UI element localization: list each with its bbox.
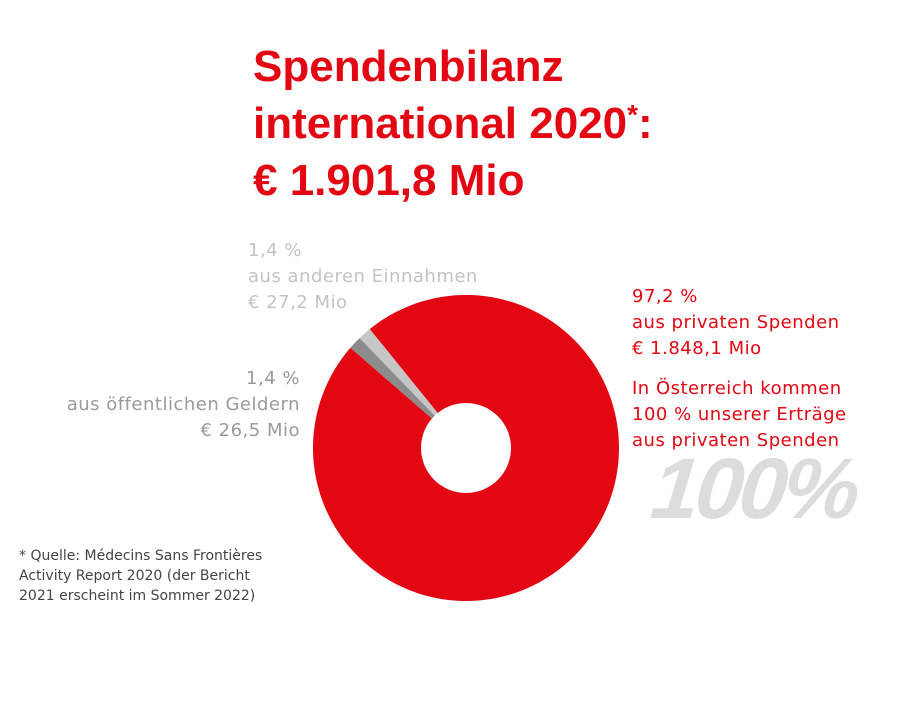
- label-other-name: aus anderen Einnahmen: [248, 266, 478, 287]
- title-line-1: Spendenbilanz: [253, 42, 564, 91]
- donut-hole: [421, 403, 511, 493]
- label-public-value: € 26,5 Mio: [200, 420, 300, 441]
- source-line-2: Activity Report 2020 (der Bericht: [19, 568, 250, 584]
- label-private-value: € 1.848,1 Mio: [632, 338, 762, 359]
- austria-note: In Österreich kommen 100 % unserer Erträ…: [632, 376, 847, 454]
- austria-note-line-2: 100 % unserer Erträge: [632, 404, 847, 425]
- page-title: Spendenbilanz international 2020*: € 1.9…: [253, 38, 653, 209]
- source-footnote: * Quelle: Médecins Sans Frontières Activ…: [19, 546, 262, 606]
- source-line-3: 2021 erscheint im Sommer 2022): [19, 588, 256, 604]
- austria-note-line-3: aus privaten Spenden: [632, 430, 840, 451]
- label-private-name: aus privaten Spenden: [632, 312, 840, 333]
- label-other-value: € 27,2 Mio: [248, 292, 348, 313]
- title-colon: :: [638, 99, 653, 148]
- footnote-asterisk: *: [627, 99, 639, 130]
- label-other-pct: 1,4 %: [248, 240, 302, 261]
- label-private-donations: 97,2 % aus privaten Spenden € 1.848,1 Mi…: [632, 284, 847, 454]
- label-public-pct: 1,4 %: [246, 368, 300, 389]
- label-private-pct: 97,2 %: [632, 286, 698, 307]
- source-line-1: * Quelle: Médecins Sans Frontières: [19, 548, 263, 564]
- label-other-income: 1,4 % aus anderen Einnahmen € 27,2 Mio: [248, 238, 478, 316]
- austria-note-line-1: In Österreich kommen: [632, 378, 842, 399]
- label-public-name: aus öffentlichen Geldern: [66, 394, 300, 415]
- title-total: € 1.901,8 Mio: [253, 156, 525, 205]
- label-public-funds: 1,4 % aus öffentlichen Geldern € 26,5 Mi…: [67, 366, 300, 444]
- title-line-2-text: international 2020: [253, 99, 628, 148]
- title-line-2: international 2020*:: [253, 95, 653, 152]
